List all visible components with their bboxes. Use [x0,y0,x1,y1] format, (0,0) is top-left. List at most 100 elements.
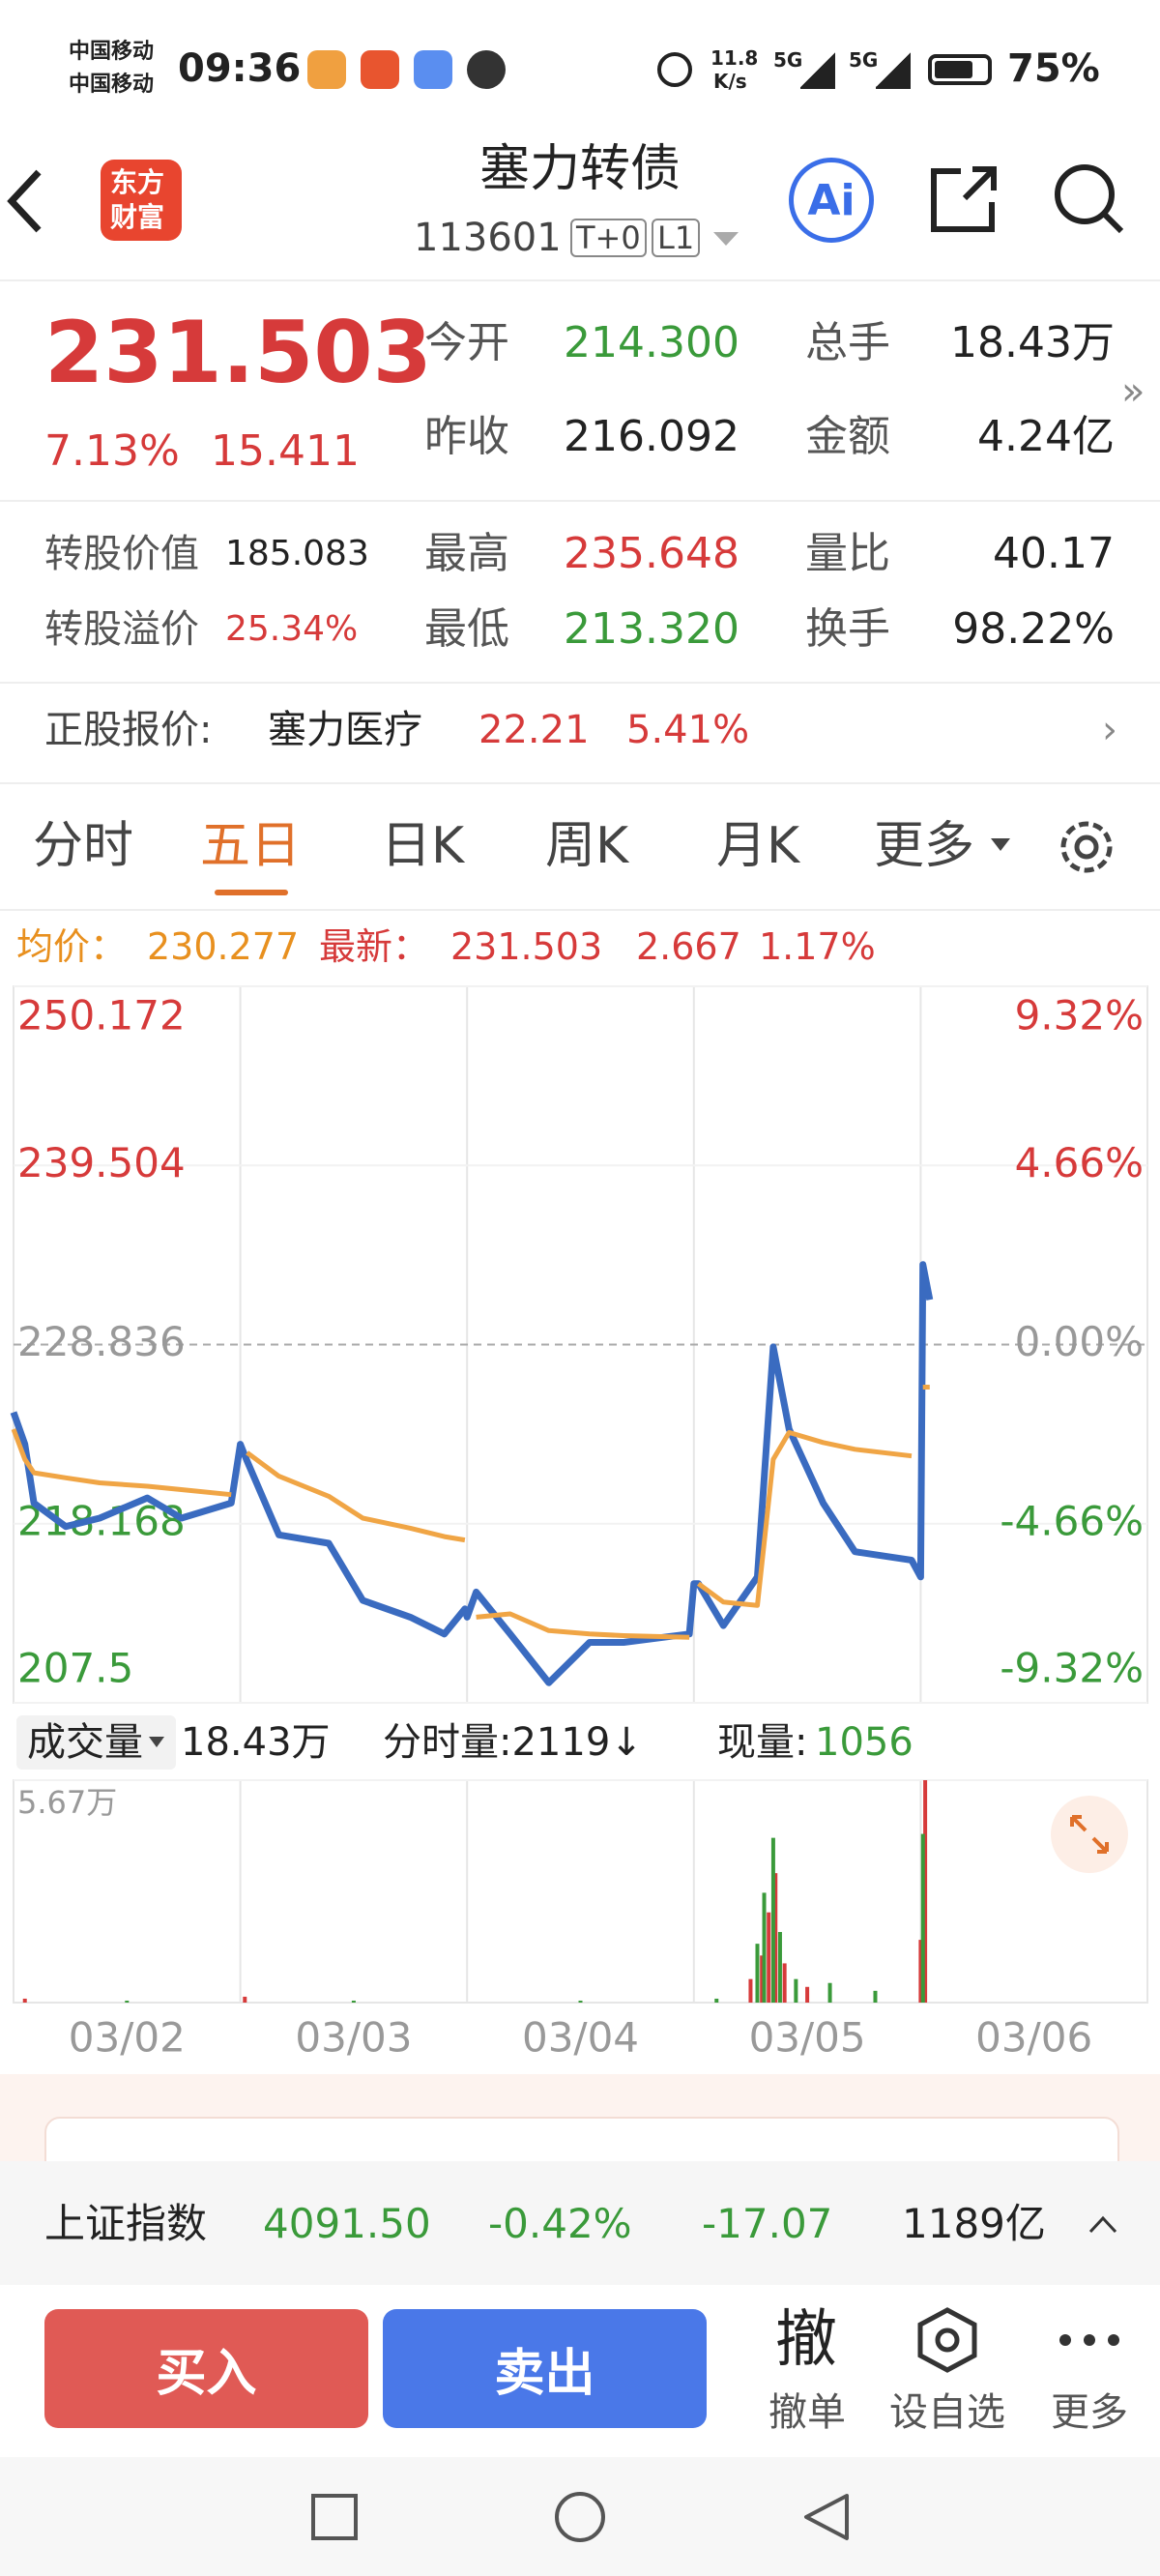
volume-bar [827,1982,832,2003]
nav-buttons[interactable] [309,2490,851,2548]
volume-bar [714,1998,719,2003]
app-icon [307,50,346,89]
logo-text: 财富 [110,201,165,233]
sell-button[interactable]: 卖出 [383,2309,707,2428]
share-button[interactable] [926,160,1003,237]
field-label: 总手 [805,318,890,367]
index-change-pct: -0.42% [488,2200,632,2247]
field-label: 最低 [424,604,509,654]
more-icon[interactable] [1056,2330,1123,2350]
tab-active[interactable]: 五日 [200,817,302,875]
field-label: 转股价值 [44,532,199,576]
index-bar[interactable] [0,2161,1160,2285]
alarm-icon [657,52,692,87]
volume-bar [351,2000,356,2003]
watch-icon[interactable] [916,2306,978,2374]
volume-bar [22,1998,27,2003]
x-tick-label: 03/03 [295,2014,412,2062]
y2-tick-label: 9.32% [1015,992,1144,1039]
last-value: 231.503 [450,925,603,968]
field-label: 金额 [805,412,890,461]
last-label: 最新： [319,925,430,968]
volume-chart: 5.67万 03/02 03/03 03/04 03/05 03/06 [13,1779,1148,2062]
stock-name[interactable]: 塞力医疗 [268,708,422,752]
field-label: 换手 [805,604,890,654]
x-tick-label: 03/06 [975,2014,1092,2062]
avg-label: 均价： [16,925,128,968]
volume-bar [920,1833,925,2003]
more-arrow[interactable]: » [1121,369,1146,414]
price-chart: 250.172239.504228.836218.168207.59.32%4.… [10,985,1148,1704]
net-speed: 11.8 [710,46,759,70]
dropdown-arrow [149,1737,164,1747]
now-label: 现量: [717,1720,808,1765]
divider [0,909,1160,911]
chevron[interactable]: › [1102,708,1117,752]
last-change: 2.667 [636,925,741,968]
price-line [10,1261,934,1686]
search-button[interactable] [1050,160,1127,237]
expand-button[interactable] [1049,1794,1130,1875]
avg-value: 230.277 [147,925,300,968]
app-icon [414,50,452,89]
field-label: 最高 [424,529,509,578]
tab[interactable]: 周K [545,817,629,875]
more-label[interactable]: 更多 [1051,2390,1128,2435]
cancel-label[interactable]: 撤单 [768,2390,846,2435]
y-tick-label: 207.5 [17,1645,133,1692]
y2-tick-label: -4.66% [1000,1497,1144,1544]
field-label: 昨收 [424,412,509,461]
field-value: 25.34% [225,609,359,649]
title: 塞力转债 [478,140,682,198]
code: 113601 [414,216,562,260]
stock-label: 正股报价: [44,708,213,752]
field-value: 4.24亿 [977,412,1115,461]
field-label: 量比 [805,529,890,578]
back-button[interactable] [0,164,68,242]
index-change: -17.07 [702,2200,833,2247]
volume-bar [923,1780,928,2003]
tab[interactable]: 日K [381,817,465,875]
volume-bar [125,2000,130,2003]
tag: L1 [652,219,701,257]
watch-label[interactable]: 设自选 [889,2390,1005,2435]
signal: 5G [849,48,879,72]
field-value: 40.17 [993,529,1115,578]
collapse-arrow[interactable] [1088,2214,1117,2234]
plot-frame [13,1779,1148,2004]
tab[interactable]: 月K [716,817,800,875]
settings-button[interactable] [1054,814,1119,880]
divider [0,279,1160,281]
y2-tick-label: 0.00% [1015,1318,1144,1365]
volume-selector[interactable] [16,1715,176,1770]
y-tick-label: 5.67万 [17,1784,117,1821]
x-tick-label: 03/02 [69,2014,186,2062]
field-label: 转股溢价 [44,607,199,652]
cancel-icon[interactable]: 撤 [775,2304,837,2376]
volume-bar [782,1963,787,2003]
buy-button[interactable]: 买入 [44,2309,368,2428]
tab[interactable]: 更多 [874,817,975,875]
tag: T+0 [570,219,647,257]
x-tick-label: 03/05 [749,2014,866,2062]
field-value: 185.083 [225,534,369,573]
price-line [11,1385,930,1640]
ai-button[interactable]: Ai [789,158,874,243]
tab[interactable]: 分时 [33,817,134,875]
index-value: 4091.50 [263,2200,431,2247]
dropdown-arrow[interactable] [711,230,740,249]
volume-bar [805,1986,810,2003]
logo-text: 东方 [110,166,165,198]
volume-label[interactable]: 成交量 [27,1720,143,1765]
field-value: 216.092 [564,412,740,461]
index-name: 上证指数 [44,2200,208,2247]
field-value: 214.300 [564,318,740,367]
battery-level: 75% [1007,46,1100,91]
change: 15.411 [211,426,360,476]
volume-bar [918,1940,923,2003]
volume-bar [773,1873,778,2003]
banner [0,2074,1160,2179]
volume-bar [873,1990,878,2003]
nav-bar [0,2457,1160,2576]
volume-bar [748,1978,753,2003]
